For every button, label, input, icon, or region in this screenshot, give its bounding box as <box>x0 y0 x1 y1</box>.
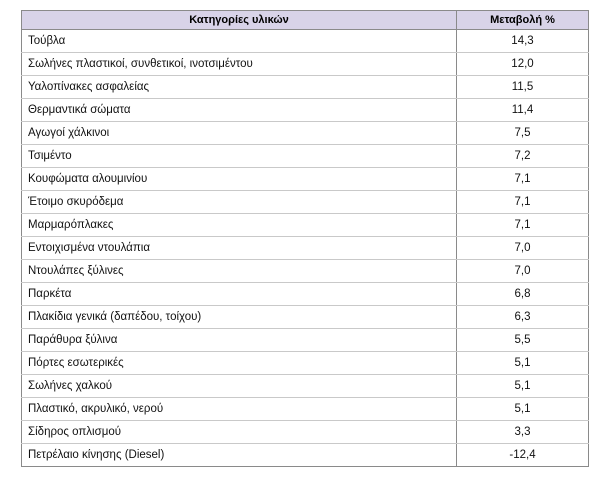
row-change-value: 6,3 <box>456 305 589 329</box>
row-change-value: 6,8 <box>456 282 589 306</box>
materials-price-change-table: Κατηγορίες υλικών Μεταβολή % Τούβλα 14,3 Σ… <box>21 10 589 467</box>
row-category: Σίδηρος οπλισμού <box>21 420 457 444</box>
header-change-percent: Μεταβολή % <box>456 10 589 30</box>
table-row: Πόρτες εσωτερικές 5,1 <box>21 351 589 375</box>
row-category: Έτοιμο σκυρόδεμα <box>21 190 457 214</box>
row-category: Θερμαντικά σώματα <box>21 98 457 122</box>
row-change-value: 5,1 <box>456 397 589 421</box>
table-row: Πλαστικό, ακρυλικό, νερού 5,1 <box>21 397 589 421</box>
row-change-value: 12,0 <box>456 52 589 76</box>
row-change-value: 7,0 <box>456 259 589 283</box>
row-change-value: 7,5 <box>456 121 589 145</box>
row-category: Πλαστικό, ακρυλικό, νερού <box>21 397 457 421</box>
row-category: Υαλοπίνακες ασφαλείας <box>21 75 457 99</box>
header-category: Κατηγορίες υλικών <box>21 10 457 30</box>
table-row: Μαρμαρόπλακες 7,1 <box>21 213 589 237</box>
row-category: Πόρτες εσωτερικές <box>21 351 457 375</box>
row-category: Πετρέλαιο κίνησης (Diesel) <box>21 443 457 467</box>
table-row: Παράθυρα ξύλινα 5,5 <box>21 328 589 352</box>
row-change-value: 5,1 <box>456 374 589 398</box>
row-category: Πλακίδια γενικά (δαπέδου, τοίχου) <box>21 305 457 329</box>
table-header-row: Κατηγορίες υλικών Μεταβολή % <box>21 10 589 30</box>
row-category: Ντουλάπες ξύλινες <box>21 259 457 283</box>
table-row: Σίδηρος οπλισμού 3,3 <box>21 420 589 444</box>
table-row: Τσιμέντο 7,2 <box>21 144 589 168</box>
table-row: Σωλήνες χαλκού 5,1 <box>21 374 589 398</box>
row-category: Εντοιχισμένα ντουλάπια <box>21 236 457 260</box>
row-category: Τούβλα <box>21 29 457 53</box>
row-change-value: 5,5 <box>456 328 589 352</box>
row-category: Παράθυρα ξύλινα <box>21 328 457 352</box>
row-category: Σωλήνες πλαστικοί, συνθετικοί, ινοτσιμέν… <box>21 52 457 76</box>
row-category: Κουφώματα αλουμινίου <box>21 167 457 191</box>
row-change-value: 5,1 <box>456 351 589 375</box>
table-row: Έτοιμο σκυρόδεμα 7,1 <box>21 190 589 214</box>
row-change-value: 7,1 <box>456 213 589 237</box>
materials-table-container: Κατηγορίες υλικών Μεταβολή % Τούβλα 14,3 Σ… <box>21 10 589 467</box>
row-change-value: 7,2 <box>456 144 589 168</box>
table-row: Ντουλάπες ξύλινες 7,0 <box>21 259 589 283</box>
row-change-value: -12,4 <box>456 443 589 467</box>
row-change-value: 11,4 <box>456 98 589 122</box>
row-category: Αγωγοί χάλκινοι <box>21 121 457 145</box>
table-row: Κουφώματα αλουμινίου 7,1 <box>21 167 589 191</box>
row-change-value: 11,5 <box>456 75 589 99</box>
row-change-value: 3,3 <box>456 420 589 444</box>
row-change-value: 7,0 <box>456 236 589 260</box>
table-row: Παρκέτα 6,8 <box>21 282 589 306</box>
table-row: Εντοιχισμένα ντουλάπια 7,0 <box>21 236 589 260</box>
table-row: Σωλήνες πλαστικοί, συνθετικοί, ινοτσιμέν… <box>21 52 589 76</box>
table-row: Πετρέλαιο κίνησης (Diesel) -12,4 <box>21 443 589 467</box>
table-row: Πλακίδια γενικά (δαπέδου, τοίχου) 6,3 <box>21 305 589 329</box>
table-row: Θερμαντικά σώματα 11,4 <box>21 98 589 122</box>
row-change-value: 7,1 <box>456 167 589 191</box>
table-row: Υαλοπίνακες ασφαλείας 11,5 <box>21 75 589 99</box>
row-category: Τσιμέντο <box>21 144 457 168</box>
table-row: Τούβλα 14,3 <box>21 29 589 53</box>
table-body: Τούβλα 14,3 Σωλήνες πλαστικοί, συνθετικοί,… <box>21 29 589 467</box>
row-category: Παρκέτα <box>21 282 457 306</box>
row-category: Μαρμαρόπλακες <box>21 213 457 237</box>
row-category: Σωλήνες χαλκού <box>21 374 457 398</box>
row-change-value: 7,1 <box>456 190 589 214</box>
row-change-value: 14,3 <box>456 29 589 53</box>
table-row: Αγωγοί χάλκινοι 7,5 <box>21 121 589 145</box>
